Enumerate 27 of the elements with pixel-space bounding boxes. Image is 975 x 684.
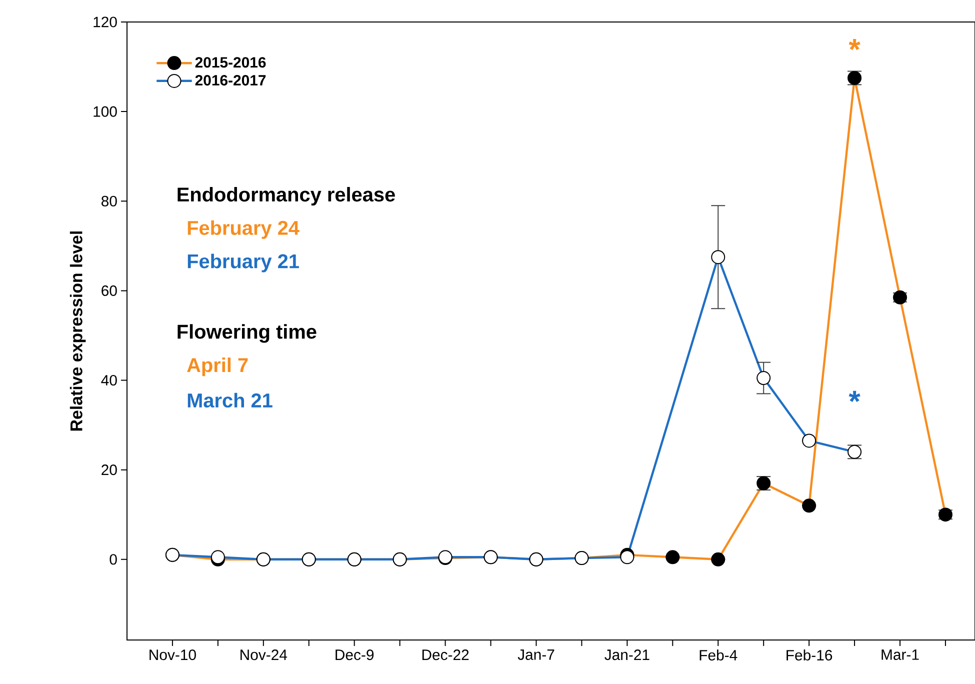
y-tick-label: 80 — [102, 196, 117, 206]
x-tick-label: Feb-16 — [786, 650, 832, 660]
x-tick-label: Mar-1 — [882, 650, 919, 660]
annotation: April 7 — [187, 358, 248, 376]
annotation: March 21 — [188, 392, 272, 408]
x-tick-label: Nov-24 — [240, 650, 288, 660]
annotation: Flowering time — [178, 324, 316, 343]
x-tick-label: Dec-9 — [336, 650, 374, 660]
annotation: * — [848, 390, 860, 402]
x-tick-label: Dec-22 — [422, 650, 469, 660]
x-tick-label: Nov-10 — [150, 650, 196, 660]
y-tick-label: 120 — [94, 16, 117, 28]
y-tick-label: 40 — [101, 374, 117, 386]
y-tick-label: 0 — [110, 554, 117, 565]
y-tick-label: 100 — [94, 106, 117, 117]
annotation: February 24 — [188, 220, 300, 239]
legend-label: 2016-2017 — [195, 74, 266, 86]
legend-label: 2015-2016 — [195, 57, 266, 68]
y-tick-label: 20 — [102, 464, 117, 476]
y-axis-title: Relative expression level — [70, 231, 86, 431]
x-tick-label: Jan-21 — [604, 650, 650, 660]
x-tick-label: Jan-7 — [518, 650, 554, 660]
annotation: * — [848, 38, 860, 50]
y-tick-label: 60 — [102, 285, 117, 296]
annotation: Endodormancy release — [178, 186, 395, 206]
x-tick-label: Feb-4 — [700, 650, 738, 660]
annotation: February 21 — [188, 254, 299, 272]
